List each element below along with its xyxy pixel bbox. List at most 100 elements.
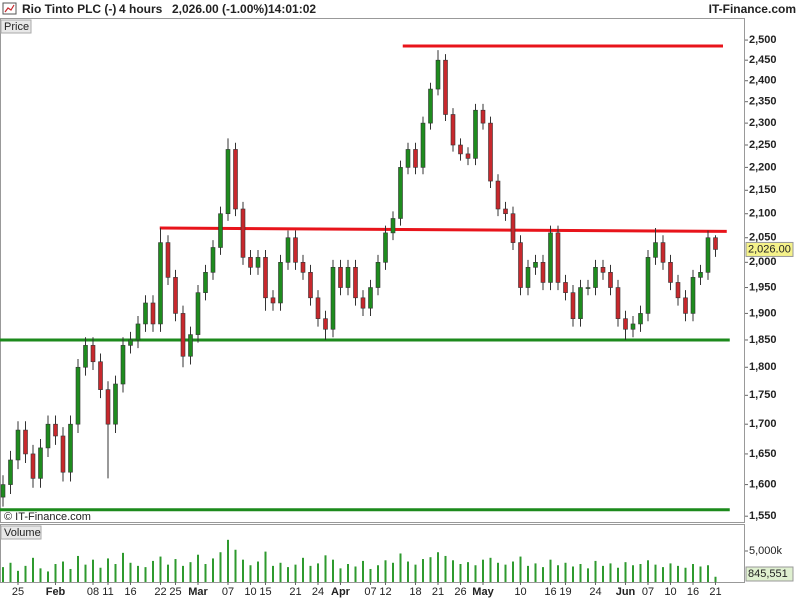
interval: 4 hours <box>119 2 163 16</box>
volume-bar <box>602 565 604 582</box>
x-tick-label: 07 <box>222 586 234 598</box>
candle-body <box>548 232 553 283</box>
volume-last-label: 845,551 <box>748 568 788 580</box>
volume-last-box <box>745 566 794 582</box>
candle-body <box>308 272 313 299</box>
volume-bar <box>542 567 544 582</box>
volume-bar <box>504 564 507 582</box>
candle-body <box>113 383 118 425</box>
volume-bar <box>47 571 49 582</box>
volume-label: Volume <box>4 527 41 539</box>
x-tick-label: 21 <box>432 586 444 598</box>
x-tick-label: 19 <box>559 586 571 598</box>
volume-bar <box>324 555 327 582</box>
y-tick-label: 2,150 <box>749 184 777 196</box>
volume-bar <box>122 552 124 582</box>
candle-body <box>30 453 36 479</box>
volume-bar <box>677 565 679 582</box>
volume-bar <box>17 570 19 582</box>
candle-body <box>518 242 523 288</box>
candle-body <box>203 272 208 293</box>
candle-body <box>413 149 418 168</box>
watermark: © IT-Finance.com <box>4 511 91 523</box>
x-tick-label: 25 <box>12 586 24 598</box>
volume-bar <box>587 568 589 582</box>
candle-body <box>383 232 388 263</box>
candle-body <box>323 318 328 330</box>
volume-bar <box>264 551 267 582</box>
candle-body <box>585 287 591 289</box>
candle-body <box>645 257 651 314</box>
candle-body <box>135 323 141 341</box>
candle-body <box>690 277 696 314</box>
volume-bar <box>459 564 462 582</box>
volume-bar <box>99 567 102 582</box>
volume-bar <box>482 559 484 582</box>
y-tick-label: 2,250 <box>749 139 777 151</box>
candle-body <box>368 287 373 309</box>
chart-title: Rio Tinto PLC (-) <box>22 2 116 16</box>
candle-body <box>248 257 253 268</box>
pane-label-box <box>0 19 32 34</box>
volume-bar <box>317 563 319 582</box>
volume-bar <box>144 567 147 582</box>
volume-bar <box>714 576 717 582</box>
candle-body <box>195 292 201 335</box>
volume-bar <box>527 565 529 582</box>
candle-body <box>263 257 268 299</box>
volume-bar <box>489 557 492 582</box>
x-tick-label: 07 <box>364 586 376 598</box>
candle-body <box>570 292 576 319</box>
volume-bar <box>579 564 582 582</box>
y-tick-label: 1,650 <box>749 448 777 460</box>
volume-bar <box>167 564 169 582</box>
volume-bar <box>294 564 297 582</box>
level-line <box>159 226 727 233</box>
y-tick-label: 2,000 <box>749 256 777 268</box>
y-tick-label: 1,800 <box>749 361 777 373</box>
candle-body <box>668 262 673 283</box>
volume-bar <box>249 565 252 582</box>
volume-bar <box>519 556 522 582</box>
candle-body <box>23 429 28 455</box>
candle-body <box>353 267 358 299</box>
volume-bar <box>564 562 567 582</box>
y-tick-label: 2,350 <box>749 96 777 108</box>
candle-body <box>165 242 171 278</box>
x-tick-label: Feb <box>46 586 66 598</box>
volume-bar <box>422 559 424 582</box>
x-tick-label: Mar <box>188 586 208 598</box>
y-tick-label: 1,850 <box>749 334 777 346</box>
volume-bar <box>2 567 4 582</box>
candle-body <box>98 361 103 390</box>
candle-body <box>428 88 433 124</box>
y-tick-label: 2,400 <box>749 75 777 87</box>
candle-body <box>345 267 351 288</box>
volume-bar <box>92 559 94 582</box>
candle-body <box>188 334 193 357</box>
candle-body <box>75 366 81 425</box>
volume-bar <box>414 564 417 582</box>
volume-bar <box>309 565 312 582</box>
candle-body <box>270 297 276 304</box>
candle-body <box>293 237 298 263</box>
volume-bar <box>429 557 432 582</box>
candle-body <box>495 180 501 210</box>
volume-bar <box>302 557 304 582</box>
candle-body <box>45 423 51 449</box>
x-tick-label: 08 <box>87 586 99 598</box>
volume-bar <box>227 539 229 582</box>
volume-bar <box>212 558 214 582</box>
candle-body <box>68 423 73 473</box>
candle-body <box>525 267 531 288</box>
volume-bar <box>437 552 439 582</box>
candle-body <box>338 267 343 288</box>
candle-body <box>615 287 621 319</box>
x-tick-label: 24 <box>589 586 601 598</box>
candle-body <box>503 208 508 215</box>
brand: IT-Finance.com <box>709 2 796 16</box>
candle-body <box>488 122 493 182</box>
x-tick-label: 21 <box>289 586 301 598</box>
y-tick-label: 1,750 <box>749 389 777 401</box>
candle-body <box>128 339 133 346</box>
